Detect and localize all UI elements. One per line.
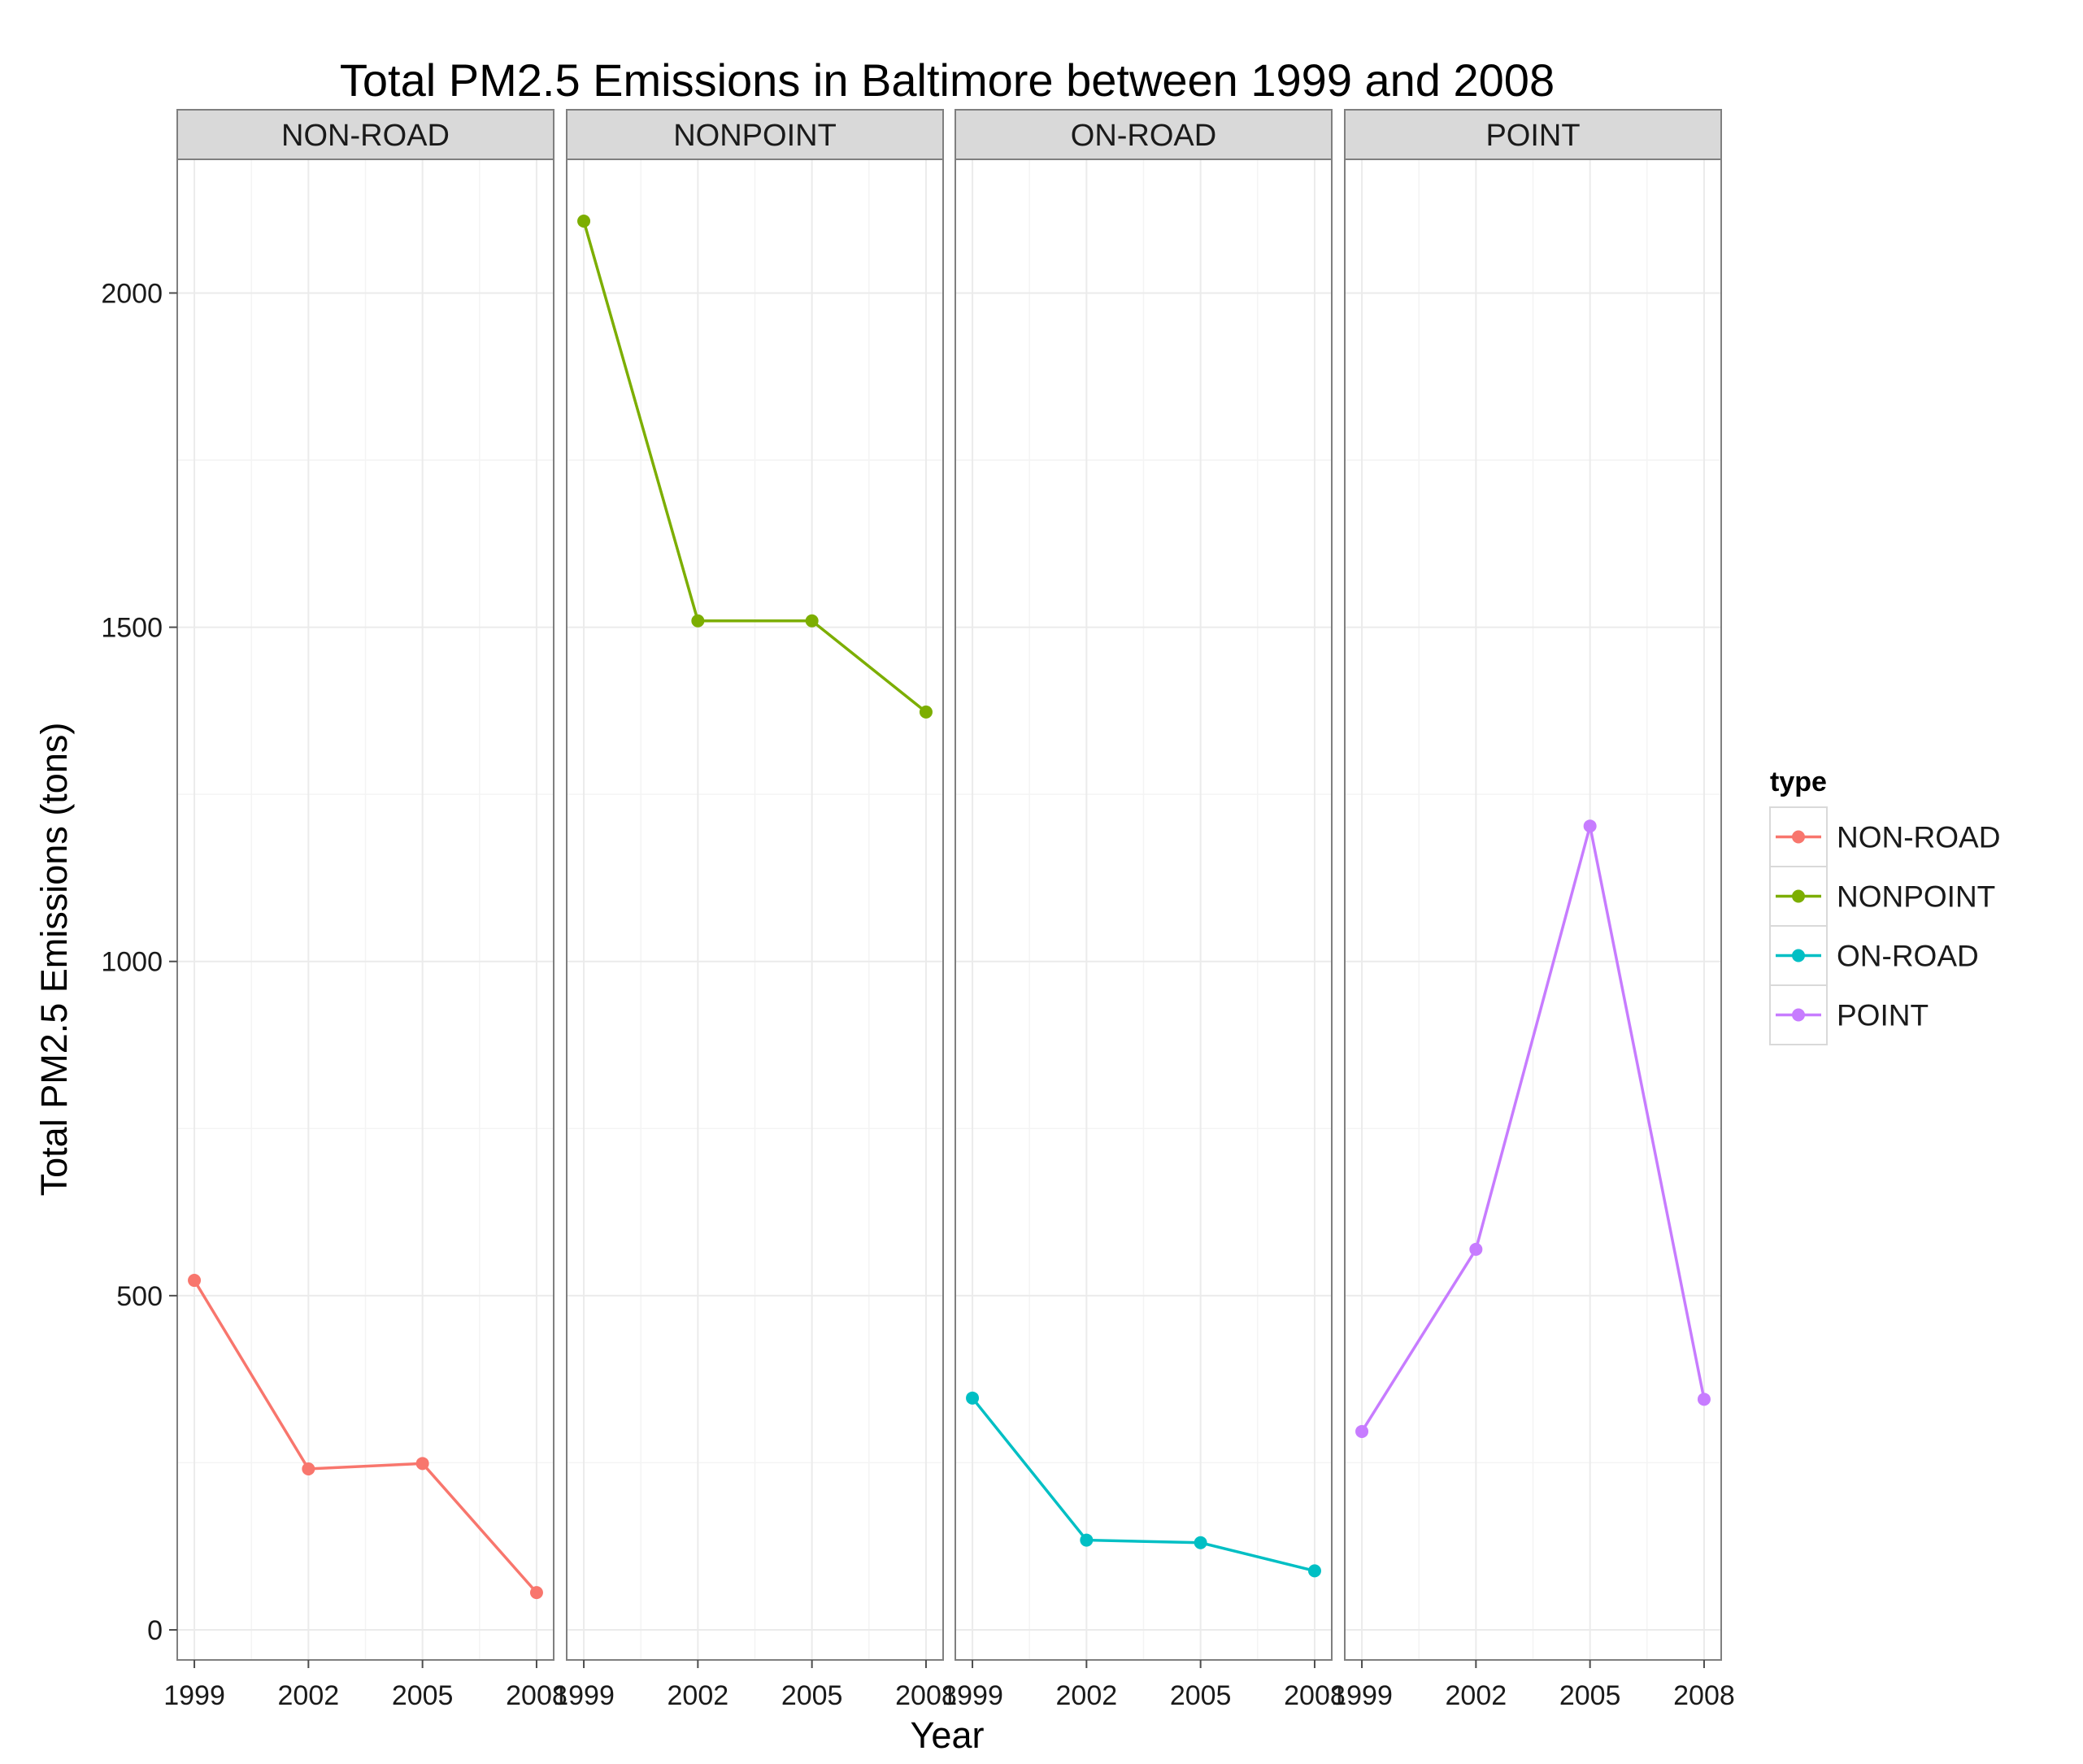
data-point	[577, 214, 591, 228]
x-tick-label: 2002	[1056, 1680, 1118, 1711]
legend-key-point	[1792, 830, 1805, 844]
x-tick-label: 1999	[941, 1680, 1003, 1711]
data-point	[188, 1274, 202, 1288]
y-tick-label: 1000	[101, 947, 163, 978]
data-point	[1697, 1393, 1711, 1406]
data-point	[1194, 1536, 1207, 1549]
x-tick-label: 2008	[1284, 1680, 1346, 1711]
series-line-on-road	[971, 1397, 1315, 1573]
legend-item-point: POINT	[1769, 984, 1929, 1045]
x-tick-label: 2002	[278, 1680, 340, 1711]
panel-border	[1344, 159, 1722, 1661]
facet-strip	[176, 109, 554, 160]
x-tick-label: 1999	[1331, 1680, 1393, 1711]
legend-key-point	[1792, 949, 1805, 962]
x-tick-label: 2005	[781, 1680, 843, 1711]
x-tick-label: 2005	[1559, 1680, 1621, 1711]
data-point	[691, 614, 705, 628]
data-point	[529, 1586, 543, 1600]
data-point	[1355, 1424, 1369, 1438]
x-tick-label: 2008	[506, 1680, 567, 1711]
y-tick-label: 1500	[101, 613, 163, 644]
panel-border	[176, 159, 554, 1661]
legend-label: POINT	[1837, 999, 1929, 1032]
chart-title: Total PM2.5 Emissions in Baltimore betwe…	[340, 54, 1555, 106]
legend-label: NONPOINT	[1837, 880, 1995, 914]
facet-strip-label: NONPOINT	[673, 119, 837, 153]
y-axis: 0 500 1000 1500 2000	[101, 278, 177, 1646]
series-line-nonpoint	[582, 220, 928, 714]
facet-panel-on-road: ON-ROAD 1999 2002 2005 2008	[941, 109, 1346, 1711]
x-tick-label: 2002	[668, 1680, 729, 1711]
legend-keys: NON-ROAD NONPOINT ON-ROAD POINT	[1769, 806, 2000, 1045]
legend-key-point	[1792, 1008, 1805, 1022]
y-tick-label: 0	[147, 1615, 163, 1646]
x-axis-title: Year	[911, 1714, 985, 1756]
x-tick-label: 2002	[1446, 1680, 1507, 1711]
legend-item-on-road: ON-ROAD	[1769, 925, 1979, 986]
y-axis-title: Total PM2.5 Emissions (tons)	[33, 723, 75, 1197]
x-tick-label: 1999	[553, 1680, 615, 1711]
y-tick-label: 2000	[101, 278, 163, 309]
facet-strip-label: NON-ROAD	[281, 119, 450, 153]
legend-label: NON-ROAD	[1837, 821, 2000, 854]
data-point	[1080, 1533, 1094, 1547]
facet-strip-label: POINT	[1485, 119, 1580, 153]
data-point	[1583, 819, 1597, 833]
data-point	[302, 1462, 315, 1475]
legend-item-nonpoint: NONPOINT	[1769, 866, 1995, 927]
facet-panel-point: POINT 1999 2002 2005 2008	[1331, 109, 1735, 1711]
y-tick-label: 500	[116, 1281, 163, 1312]
data-point	[805, 614, 819, 628]
data-point	[919, 705, 933, 719]
data-point	[1307, 1564, 1321, 1578]
data-point	[966, 1391, 980, 1405]
legend: type NON-ROAD NONPOINT ON-ROAD POINT	[1769, 767, 2000, 1045]
x-tick-label: 2008	[895, 1680, 957, 1711]
facet-strip	[1344, 109, 1722, 160]
data-point	[1469, 1242, 1483, 1256]
facet-panels: NON-ROAD 1999 2002 2005 2008 NONPOINT 1999 2002…	[163, 109, 1735, 1711]
x-tick-label: 2005	[1170, 1680, 1232, 1711]
x-tick-label: 2005	[392, 1680, 454, 1711]
facet-strip-label: ON-ROAD	[1071, 119, 1216, 153]
panel-border	[566, 159, 944, 1661]
series-line-point	[1360, 825, 1706, 1432]
x-tick-label: 2008	[1673, 1680, 1735, 1711]
legend-label: ON-ROAD	[1837, 940, 1979, 973]
series-line-non-road	[193, 1280, 538, 1594]
legend-title: type	[1770, 767, 1827, 797]
panel-border	[955, 159, 1333, 1661]
x-tick-label: 1999	[163, 1680, 225, 1711]
data-point	[415, 1457, 429, 1471]
legend-key-point	[1792, 889, 1805, 903]
facet-strip	[955, 109, 1333, 160]
facet-panel-non-road: NON-ROAD 1999 2002 2005 2008	[163, 109, 567, 1711]
facet-strip	[566, 109, 944, 160]
facet-panel-nonpoint: NONPOINT 1999 2002 2005 2008	[553, 109, 957, 1711]
